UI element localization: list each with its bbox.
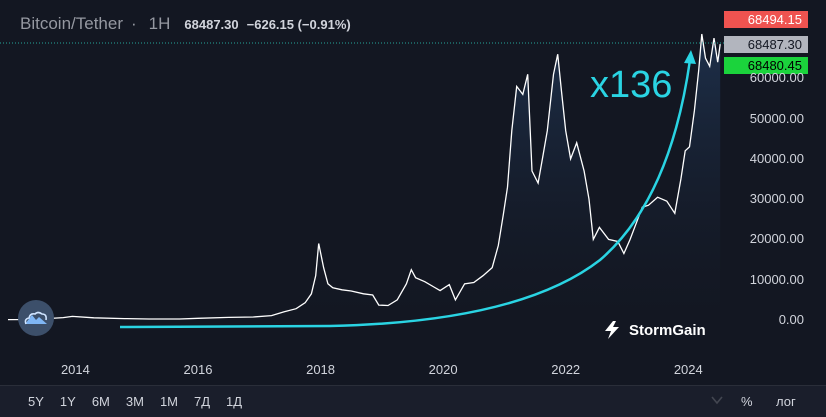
y-tick-label: 60000.00	[749, 70, 804, 86]
x-tick-label: 2014	[60, 362, 90, 377]
stormgain-brand: StormGain	[602, 320, 706, 340]
cloud-mountain-icon	[24, 311, 47, 325]
price-change-value: −626.15 (−0.91%)	[246, 17, 351, 32]
symbol-title[interactable]: Bitcoin/Tether	[20, 14, 123, 33]
brand-name: StormGain	[629, 321, 706, 339]
range-button-group: 5Y 1Y 6M 3M 1M 7Д 1Д	[22, 391, 250, 413]
price-series-line	[7, 33, 721, 321]
y-tick-label: 40000.00	[749, 150, 804, 166]
logo-badge[interactable]	[18, 300, 54, 336]
price-chart[interactable]	[0, 0, 826, 385]
percent-scale-button[interactable]: %	[741, 391, 753, 413]
y-tick-label: 20000.00	[749, 231, 804, 247]
y-tick-label: 30000.00	[749, 191, 804, 207]
bottom-toolbar: 5Y 1Y 6M 3M 1M 7Д 1Д % лог	[0, 385, 826, 417]
x-tick-label: 2020	[428, 362, 458, 377]
low-price-tag: 68480.45	[724, 57, 808, 74]
x-tick-label: 2016	[183, 362, 213, 377]
y-tick-label: 50000.00	[749, 110, 804, 126]
x-tick-label: 2018	[306, 362, 336, 377]
settings-icon[interactable]	[710, 394, 724, 408]
range-button-7d[interactable]: 7Д	[186, 391, 218, 413]
range-button-5y[interactable]: 5Y	[22, 391, 52, 413]
x-tick-label: 2024	[673, 362, 703, 377]
last-price-value: 68487.30	[184, 17, 239, 32]
range-button-1m[interactable]: 1M	[152, 391, 186, 413]
y-tick-label: 0.00	[778, 312, 804, 327]
price-area-fill	[8, 34, 721, 320]
log-scale-button[interactable]: лог	[776, 391, 796, 413]
trend-arrow-head	[684, 50, 696, 64]
header-separator: ·	[131, 14, 137, 33]
y-tick-label: 10000.00	[749, 271, 804, 287]
growth-annotation: x136	[590, 64, 673, 106]
range-button-1d[interactable]: 1Д	[218, 391, 250, 413]
range-button-1y[interactable]: 1Y	[52, 391, 84, 413]
last-price-tag: 68487.30	[724, 36, 808, 53]
trend-curve	[119, 59, 692, 329]
chart-header: Bitcoin/Tether · 1H 68487.30 −626.15 (−0…	[20, 14, 351, 38]
high-price-tag: 68494.15	[724, 11, 808, 28]
range-button-6m[interactable]: 6M	[84, 391, 118, 413]
range-button-3m[interactable]: 3M	[118, 391, 152, 413]
x-tick-label: 2022	[551, 362, 581, 377]
stormgain-logo-icon	[605, 321, 619, 339]
interval-label[interactable]: 1H	[148, 14, 171, 33]
